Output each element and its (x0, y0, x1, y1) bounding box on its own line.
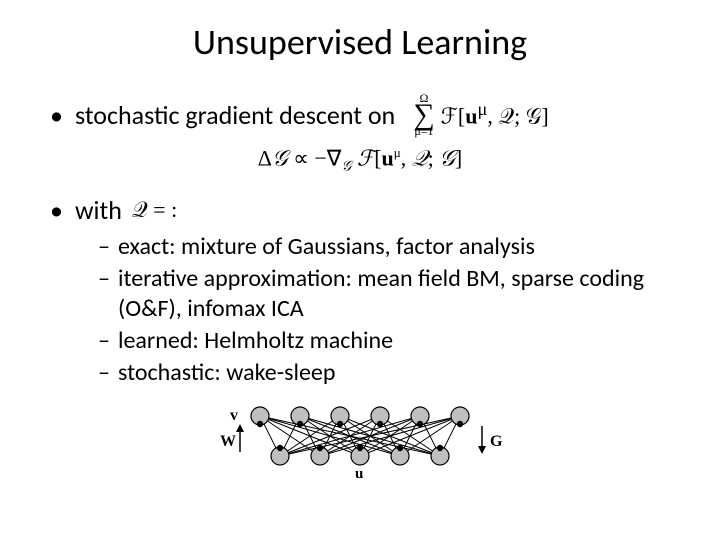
update-formula: Δ𝒢 ∝ −∇𝒢 ℱ[uμ, 𝒬; 𝒢] (50, 145, 670, 176)
dash-icon: – (98, 326, 110, 356)
obj-G: 𝒢 (526, 104, 542, 129)
sub-text: learned: Helmholtz machine (118, 326, 670, 356)
bullet-dot-icon: • (50, 197, 63, 223)
sub-list: –exact: mixture of Gaussians, factor ana… (98, 232, 670, 388)
bullet-2: • with 𝒬 = : (50, 194, 670, 226)
dash-icon: – (98, 264, 110, 324)
obj-sep2: ; (514, 104, 526, 129)
slide: Unsupervised Learning • stochastic gradi… (0, 0, 720, 540)
svg-text:u: u (355, 466, 363, 482)
objective-body: ℱ[uμ, 𝒬; 𝒢] (441, 99, 549, 129)
svg-text:G: G (490, 433, 503, 450)
sub-text: exact: mixture of Gaussians, factor anal… (118, 232, 670, 262)
svg-text:v: v (230, 407, 238, 424)
dash-icon: – (98, 232, 110, 262)
svg-text:W: W (220, 433, 236, 450)
sub-item: –iterative approximation: mean field BM,… (98, 264, 670, 324)
obj-sep1: , (487, 104, 498, 129)
sub-item: –learned: Helmholtz machine (98, 326, 670, 356)
sub-item: –exact: mixture of Gaussians, factor ana… (98, 232, 670, 262)
sub-item: –stochastic: wake-sleep (98, 358, 670, 388)
obj-u: u (465, 104, 477, 129)
bullet-1: • stochastic gradient descent on Ω ∑ μ=1… (50, 92, 670, 137)
sigma-icon: ∑ (413, 104, 434, 125)
objective-sum: Ω ∑ μ=1 (413, 92, 434, 137)
obj-prefix: ℱ[ (441, 104, 466, 129)
sub-text: stochastic: wake-sleep (118, 358, 670, 388)
dash-icon: – (98, 358, 110, 388)
bullet-2-text: with (75, 194, 122, 226)
bullet-1-text: stochastic gradient descent on (75, 99, 395, 131)
sum-lower: μ=1 (413, 125, 434, 137)
obj-Q: 𝒬 (498, 104, 514, 129)
with-Q: 𝒬 = : (132, 197, 177, 223)
network-svg: vWu G (190, 394, 530, 484)
network-diagram: vWu G (50, 394, 670, 489)
obj-suffix: ] (541, 104, 548, 129)
obj-mu: μ (477, 99, 487, 119)
bullet-dot-icon: • (50, 102, 63, 128)
sub-text: iterative approximation: mean field BM, … (118, 264, 670, 324)
slide-title: Unsupervised Learning (50, 20, 670, 64)
